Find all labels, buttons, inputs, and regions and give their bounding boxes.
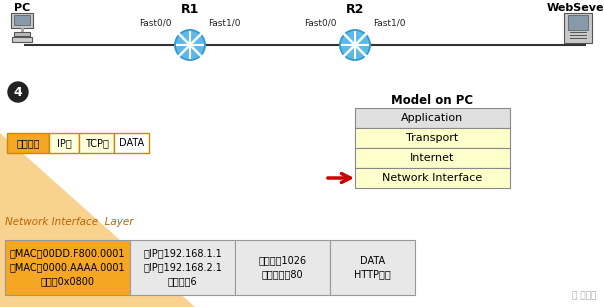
Text: Network Interface: Network Interface [382, 173, 483, 183]
FancyBboxPatch shape [79, 133, 114, 153]
FancyBboxPatch shape [49, 133, 79, 153]
FancyBboxPatch shape [355, 128, 510, 148]
Text: R2: R2 [346, 3, 364, 16]
FancyBboxPatch shape [14, 15, 30, 25]
Circle shape [340, 30, 370, 60]
Text: IP头: IP头 [57, 138, 71, 148]
Text: 源IP：192.168.1.1
盪IP：192.168.2.1
协议号：6: 源IP：192.168.1.1 盪IP：192.168.2.1 协议号：6 [143, 248, 222, 286]
Text: Model on PC: Model on PC [391, 94, 474, 107]
FancyBboxPatch shape [355, 168, 510, 188]
Polygon shape [0, 133, 195, 307]
Text: Network Interface  Layer: Network Interface Layer [5, 217, 133, 227]
FancyBboxPatch shape [12, 37, 32, 42]
FancyBboxPatch shape [114, 133, 149, 153]
FancyBboxPatch shape [235, 240, 330, 295]
Text: Fast1/0: Fast1/0 [208, 19, 240, 28]
FancyBboxPatch shape [5, 240, 130, 295]
Text: Transport: Transport [406, 133, 458, 143]
Text: PC: PC [14, 3, 30, 13]
FancyBboxPatch shape [355, 148, 510, 168]
FancyBboxPatch shape [14, 32, 30, 36]
FancyBboxPatch shape [11, 13, 33, 28]
FancyBboxPatch shape [355, 108, 510, 128]
Text: ⛰ 亿速云: ⛰ 亿速云 [571, 291, 596, 300]
FancyBboxPatch shape [21, 28, 24, 32]
Text: DATA: DATA [119, 138, 144, 148]
Text: DATA
HTTP荷载: DATA HTTP荷载 [354, 255, 391, 279]
Text: Internet: Internet [410, 153, 455, 163]
Text: 源端口号1026
目的端口号80: 源端口号1026 目的端口号80 [259, 255, 307, 279]
Text: WebSever: WebSever [547, 3, 604, 13]
Text: Fast0/0: Fast0/0 [140, 19, 172, 28]
Text: 4: 4 [14, 86, 22, 99]
Text: 源MAC：00DD.F800.0001
盪MAC：0000.AAAA.0001
类型：0x0800: 源MAC：00DD.F800.0001 盪MAC：0000.AAAA.0001 … [10, 248, 125, 286]
FancyBboxPatch shape [130, 240, 235, 295]
FancyBboxPatch shape [564, 13, 592, 43]
Circle shape [8, 82, 28, 102]
Text: Fast0/0: Fast0/0 [304, 19, 337, 28]
FancyBboxPatch shape [7, 133, 49, 153]
FancyBboxPatch shape [330, 240, 415, 295]
Text: 以太网头: 以太网头 [16, 138, 40, 148]
Text: TCP头: TCP头 [85, 138, 109, 148]
Text: Application: Application [402, 113, 464, 123]
Text: R1: R1 [181, 3, 199, 16]
Text: Fast1/0: Fast1/0 [373, 19, 405, 28]
FancyBboxPatch shape [568, 15, 588, 30]
Circle shape [175, 30, 205, 60]
